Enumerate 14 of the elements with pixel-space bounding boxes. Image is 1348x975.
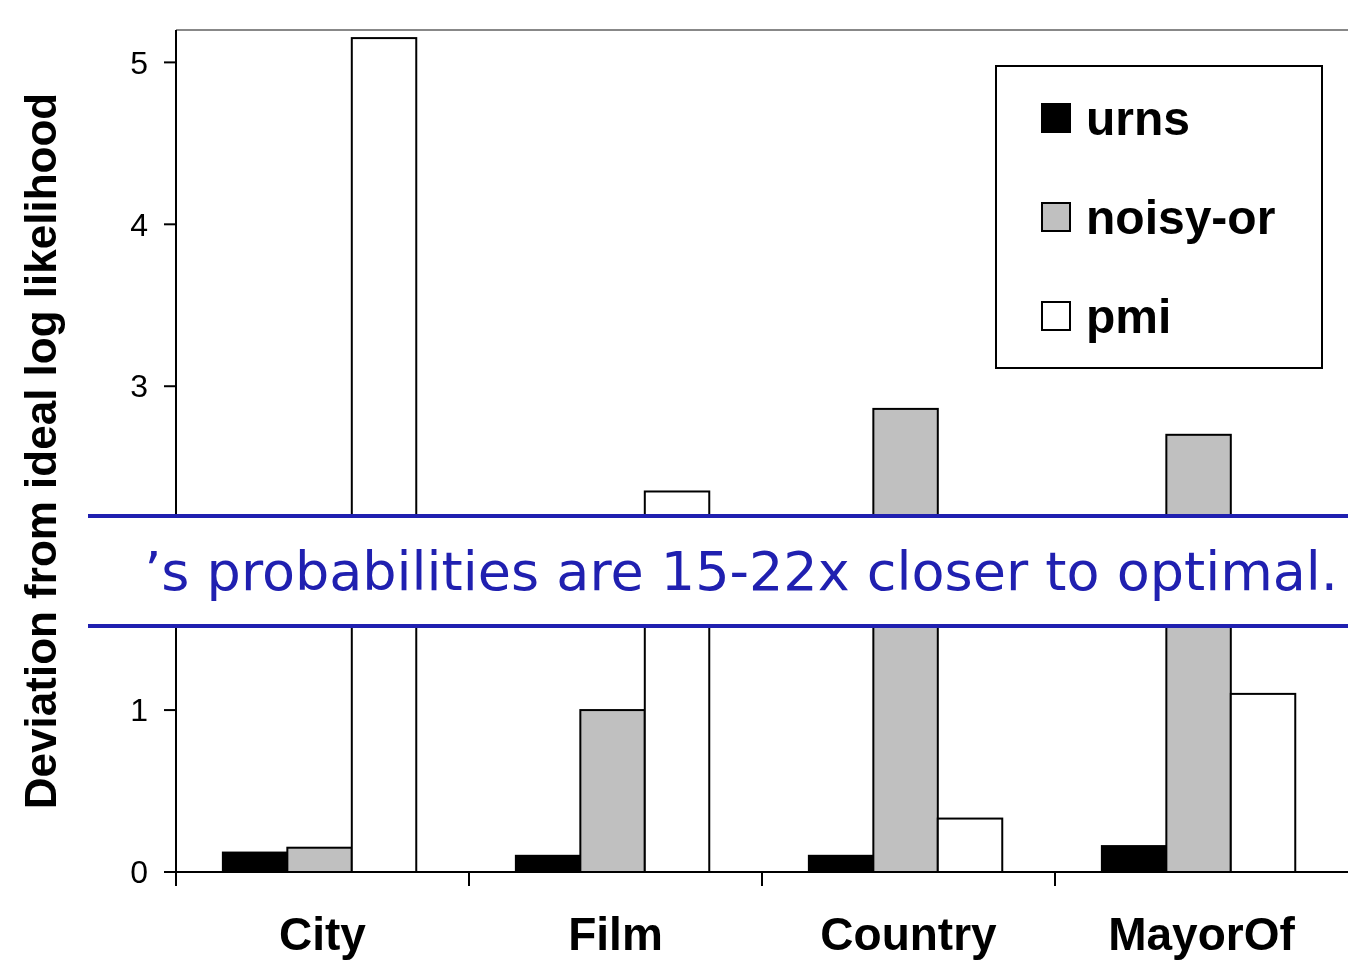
x-tick-label: MayorOf (1108, 908, 1296, 960)
x-tick-label: Film (568, 908, 663, 960)
legend-label: pmi (1086, 289, 1172, 343)
legend-label: noisy-or (1086, 190, 1276, 244)
y-tick-label: 3 (130, 368, 148, 405)
y-axis-title: Deviation from ideal log likelihood (16, 92, 65, 810)
y-tick-label: 1 (130, 692, 148, 729)
y-tick-label: 5 (130, 44, 148, 81)
y-tick-label: 4 (130, 206, 148, 243)
legend-label: urns (1086, 91, 1191, 145)
y-tick-label: 0 (130, 854, 148, 891)
x-tick-label: Country (820, 908, 998, 960)
x-tick-label: City (279, 908, 367, 960)
annotation: ’s probabilities are 15-22x closer to optimal. (144, 539, 1338, 603)
